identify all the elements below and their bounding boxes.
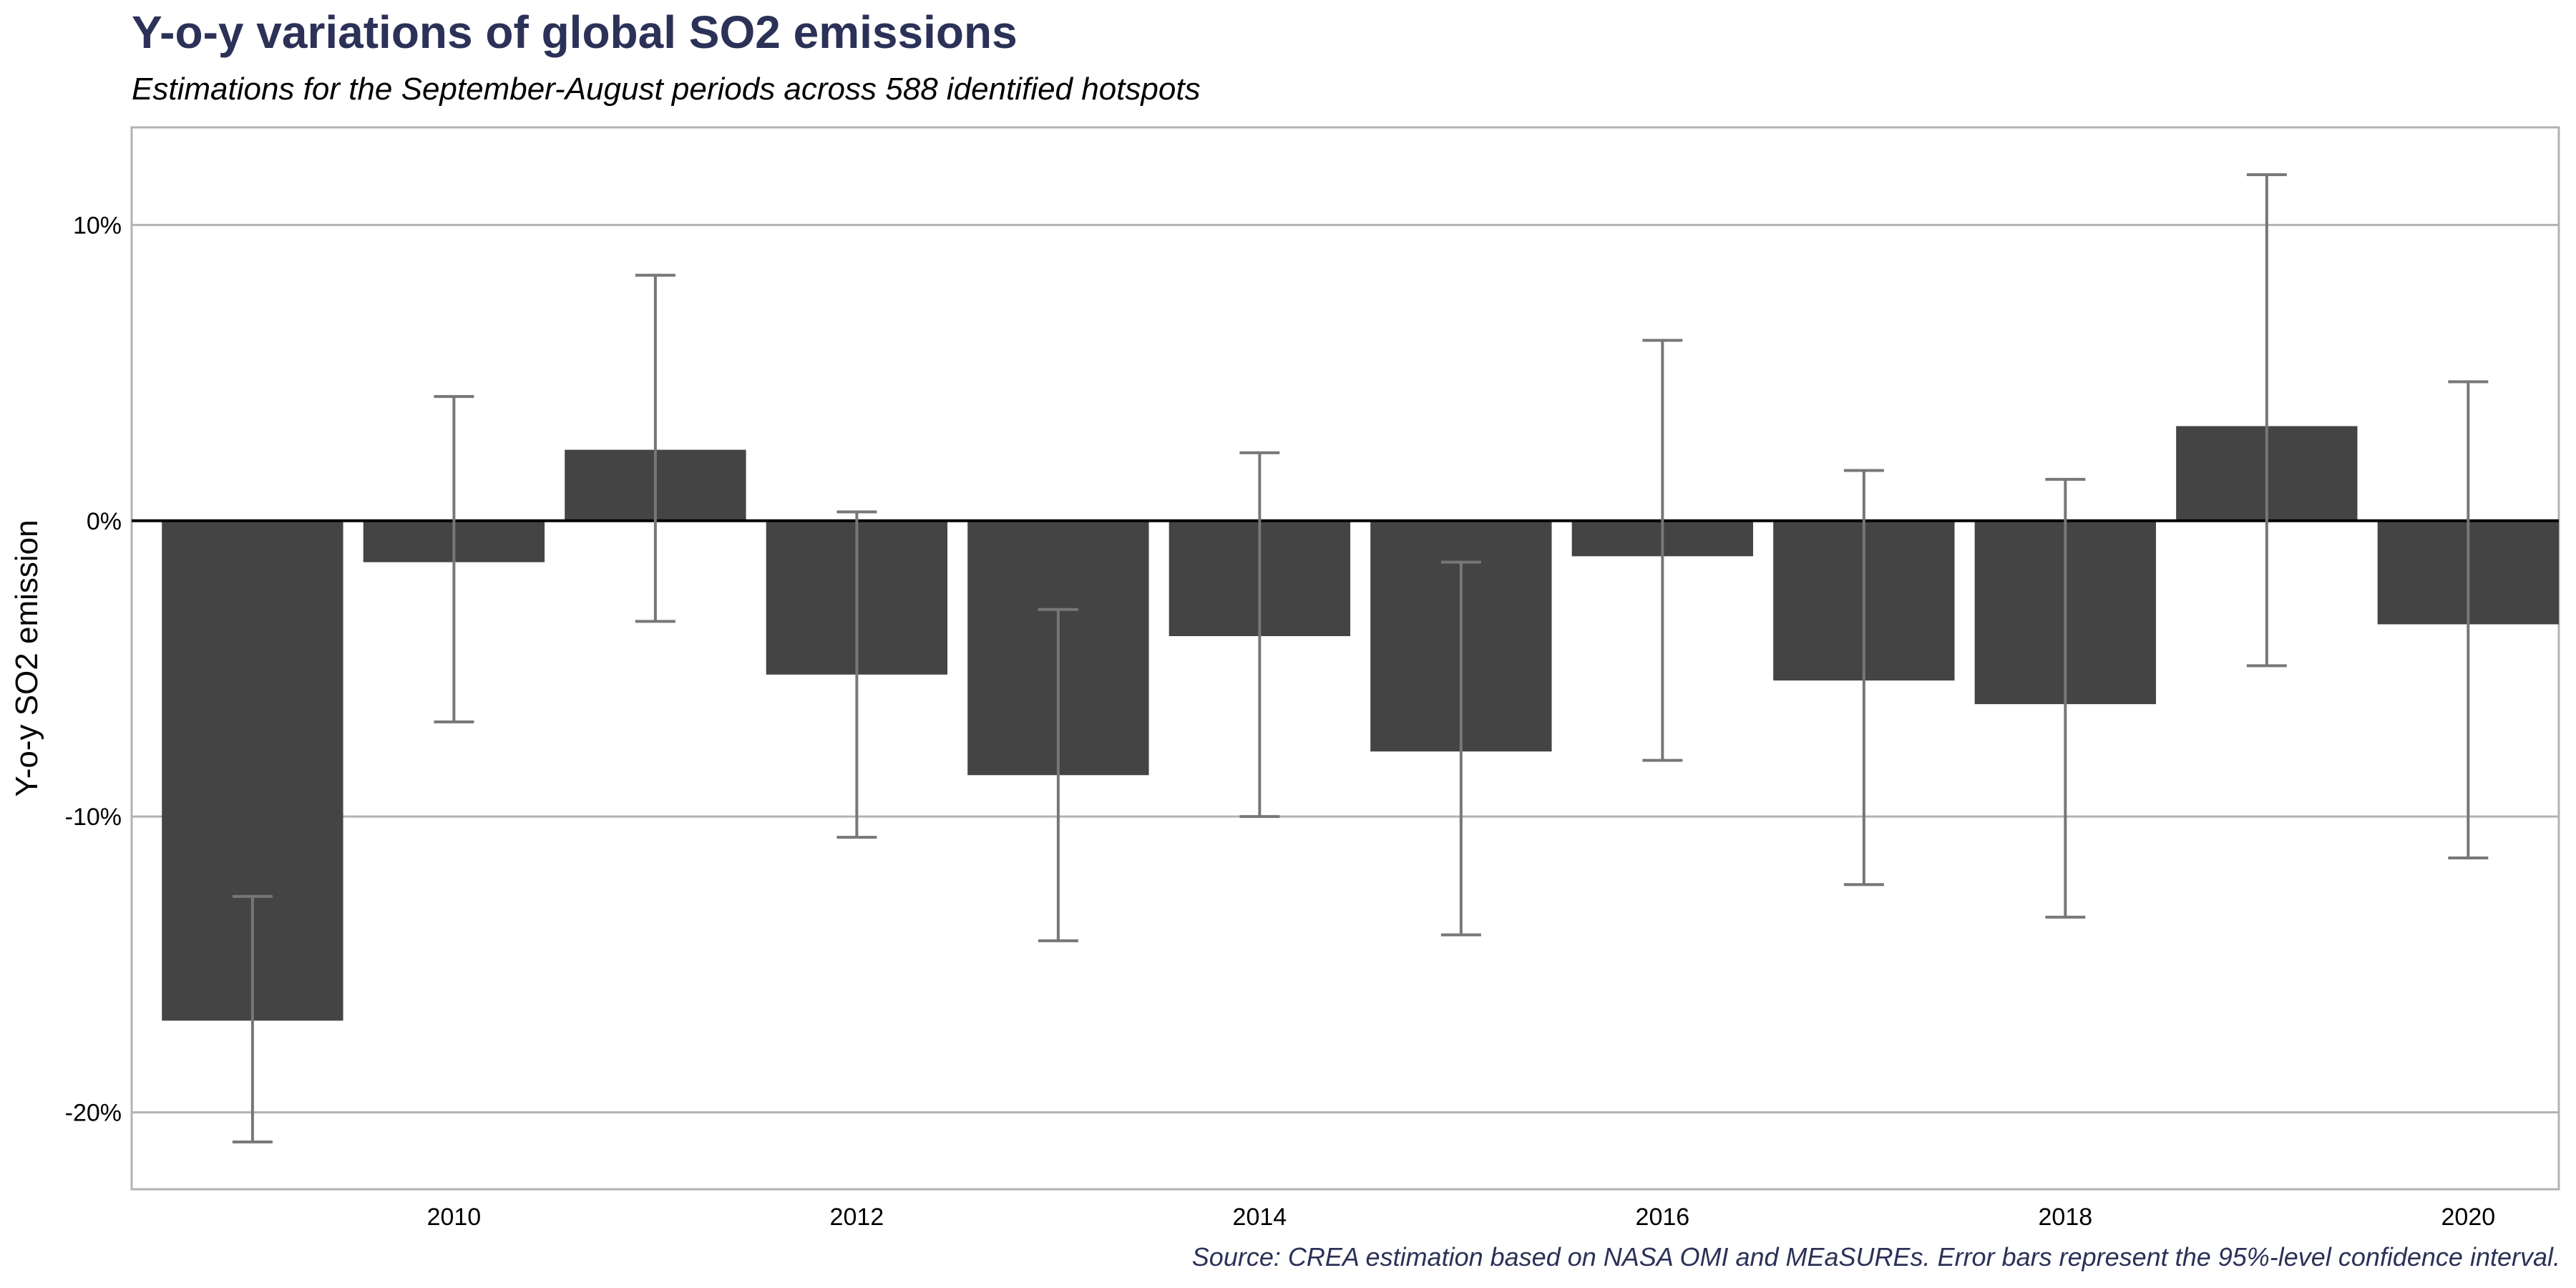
x-tick-label: 2012	[830, 1204, 884, 1231]
chart-subtitle: Estimations for the September-August per…	[132, 72, 1201, 107]
y-tick-label: -10%	[65, 804, 122, 831]
error-bar-2012	[836, 510, 877, 839]
error-bar-2014	[1239, 451, 1280, 819]
error-bar-2013	[1038, 608, 1078, 942]
y-axis-title: Y-o-y SO2 emission	[9, 519, 44, 796]
error-bar-2019	[2246, 173, 2287, 668]
x-tick-label: 2020	[2441, 1204, 2496, 1231]
grid-layer	[132, 223, 2559, 1114]
x-tick-label: 2014	[1233, 1204, 1287, 1231]
y-axis-ticks: -20% -10% 0% 10%	[65, 212, 122, 1126]
error-bar-2018	[2045, 477, 2086, 919]
error-layer	[232, 173, 2489, 1143]
chart-caption: Source: CREA estimation based on NASA OM…	[1191, 1242, 2560, 1272]
x-axis-ticks: 2010 2012 2014 2016 2018 2020	[427, 1204, 2496, 1231]
error-bar-2016	[1642, 338, 1683, 762]
x-tick-label: 2018	[2039, 1204, 2093, 1231]
error-bar-2015	[1440, 560, 1481, 937]
x-tick-label: 2016	[1636, 1204, 1690, 1231]
error-bar-2011	[635, 273, 675, 623]
error-bar-2017	[1843, 469, 1884, 887]
x-tick-label: 2010	[427, 1204, 482, 1231]
plot-border	[130, 126, 2560, 1191]
bar-layer	[162, 426, 2559, 1021]
y-tick-label: 0%	[87, 508, 122, 535]
y-tick-label: 10%	[73, 212, 122, 239]
y-tick-label: -20%	[65, 1100, 122, 1127]
chart-title: Y-o-y variations of global SO2 emissions	[132, 6, 1018, 58]
error-bar-2010	[434, 395, 474, 723]
error-bar-2020	[2448, 380, 2489, 860]
error-bar-2009	[232, 894, 273, 1143]
